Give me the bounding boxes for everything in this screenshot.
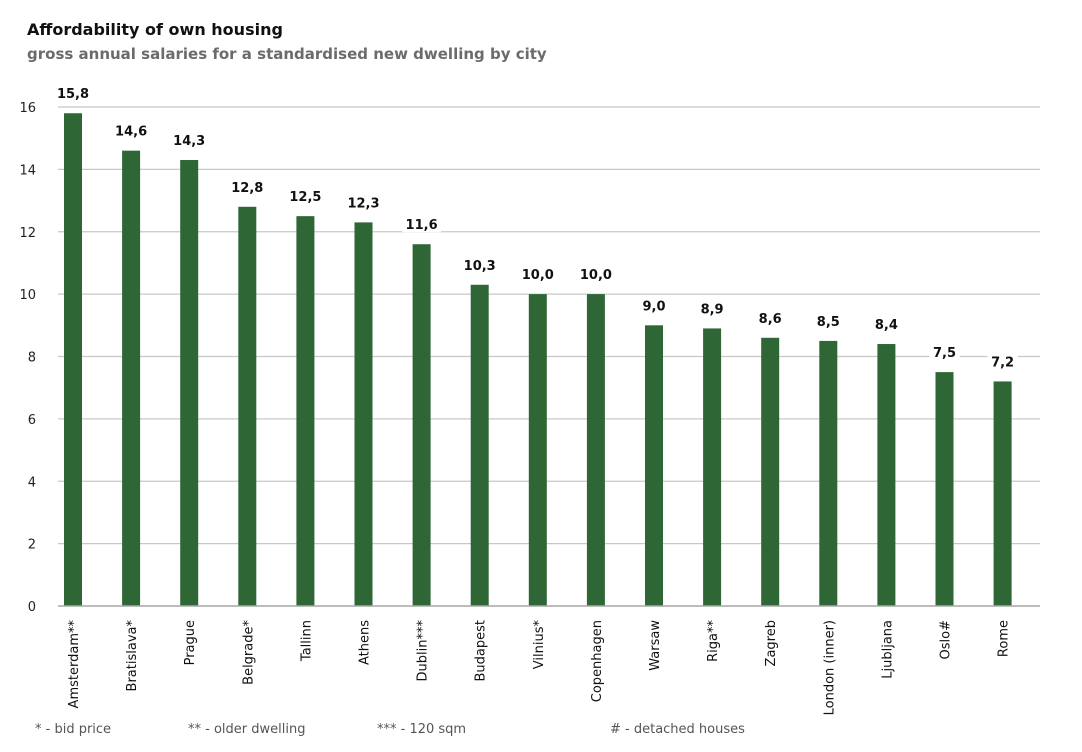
bar [586,294,605,606]
y-tick-label: 0 [28,600,36,615]
value-label-bg [344,192,383,211]
x-tick-label: Dublin*** [416,620,431,682]
value-label-bg [987,351,1018,370]
data-label: 8,5 [817,315,840,330]
data-label: 9,0 [642,299,665,314]
footnote-120-sqm: *** - 120 sqm [377,722,467,737]
value-label-bg [638,295,670,314]
x-tick-label: Oslo# [939,620,954,659]
bar [354,222,373,607]
y-tick-label: 12 [19,226,36,241]
data-label: 7,2 [991,355,1014,370]
value-label-bg [227,176,267,195]
x-tick-label: Tallinn [299,620,314,662]
x-tick-label: Belgrade* [241,620,256,685]
x-tick-label: Budapest [474,620,489,682]
data-label: 12,3 [347,196,379,211]
x-tick-label: Rome [997,620,1012,657]
x-tick-label: London (inner) [822,620,837,715]
data-label: 8,6 [759,312,782,327]
footnote-bid-price: * - bid price [35,722,112,737]
x-tick-label: Athens [358,620,373,665]
value-label-bg [169,130,209,149]
x-tick-label: Riga** [706,620,721,662]
data-label: 15,8 [57,87,89,102]
value-label-bg [53,83,93,102]
bar-chart: 0 2 4 6 8 10 12 14 16 15,8 Amsterdam** 14,6 Bratisla… [19,83,1040,716]
value-label-bg [696,298,728,317]
bar [993,381,1012,606]
x-tick-label: Zagreb [764,620,779,666]
data-label: 10,3 [464,259,496,274]
value-label-bg [929,342,960,361]
bar [180,160,199,607]
data-label: 11,6 [406,218,438,233]
bar [296,216,315,606]
y-tick-label: 4 [28,475,36,490]
value-label-bg [518,264,558,283]
value-label-bg [460,254,500,273]
data-label: 7,5 [933,346,956,361]
footnote-detached-houses: # - detached houses [610,722,745,737]
x-tick-label: Amsterdam** [67,620,82,709]
value-label-bg [576,264,616,283]
bar [877,344,896,606]
data-label: 14,3 [173,134,205,149]
data-label: 12,8 [231,181,263,196]
bar [412,244,431,606]
data-label: 8,9 [701,302,724,317]
x-tick-label: Copenhagen [590,620,605,702]
value-label-bg [754,307,786,326]
bar [64,113,82,607]
value-label-bg [286,186,325,205]
y-tick-label: 10 [19,288,36,303]
y-tick-label: 14 [19,163,36,178]
bar [470,284,489,606]
value-label-bg [402,214,441,233]
data-label: 14,6 [115,125,147,140]
bar [819,340,838,606]
bar [761,337,780,606]
bar [238,206,257,607]
bar [122,150,141,606]
y-tick-label: 16 [19,101,36,116]
x-tick-label: Vilnius* [532,620,547,670]
footnote-older-dwelling: ** - older dwelling [188,722,306,737]
y-tick-label: 8 [28,351,36,366]
footnotes: * - bid price ** - older dwelling *** - … [0,722,1082,746]
chart-title: Affordability of own housing [27,20,283,39]
value-label-bg [871,314,902,333]
data-label: 10,0 [522,268,554,283]
bar [645,325,663,606]
value-label-bg [111,120,151,139]
value-label-bg [813,310,844,329]
data-label: 10,0 [580,268,612,283]
x-tick-label: Warsaw [648,620,663,671]
data-label: 12,5 [289,190,321,205]
data-label: 8,4 [875,318,898,333]
y-tick-label: 6 [28,413,36,428]
x-tick-label: Bratislava* [125,620,140,692]
y-tick-label: 2 [28,538,36,553]
bar [528,294,547,606]
chart-subtitle: gross annual salaries for a standardised… [27,45,547,63]
x-tick-label: Ljubljana [880,620,895,679]
bar [935,372,954,606]
bar [703,328,722,606]
x-tick-label: Prague [183,620,198,665]
